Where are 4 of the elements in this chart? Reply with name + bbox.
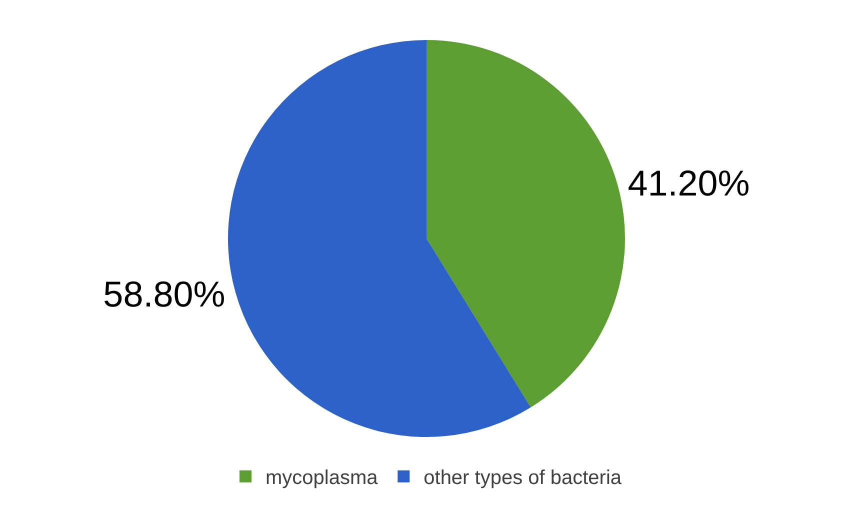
legend-label: other types of bacteria	[424, 467, 622, 490]
legend-label: mycoplasma	[266, 467, 379, 490]
data-label: 41.20%	[628, 162, 750, 204]
data-label: 58.80%	[103, 274, 226, 315]
